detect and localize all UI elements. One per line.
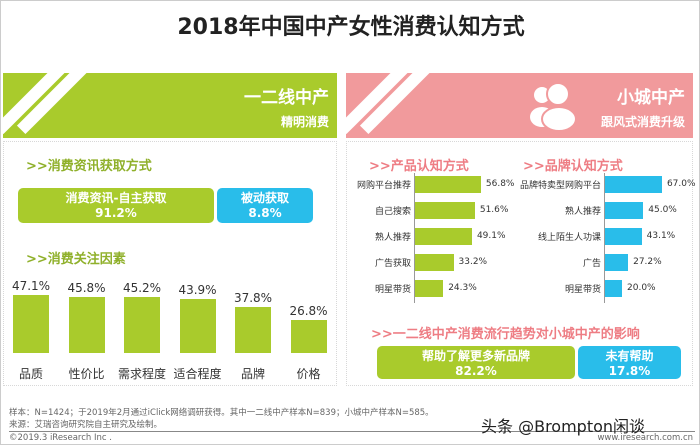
bar-category-label: 广告 (582, 259, 601, 269)
left-body (3, 141, 337, 386)
info-box-passive: 被动获取 8.8% (217, 188, 313, 223)
horizontal-bar (415, 202, 475, 219)
horizontal-bar (415, 176, 481, 193)
right-header: 小城中产 跟风式消费升级 (346, 73, 693, 138)
left-header-subtitle: 精明消费 (280, 115, 329, 129)
right-body (346, 141, 693, 386)
influence-box-helped: 帮助了解更多新品牌 82.2% (377, 346, 575, 379)
left-header: 一二线中产 精明消费 (3, 73, 337, 138)
column-category-label: 需求程度 (117, 367, 166, 381)
column-category-label: 价格 (296, 367, 321, 381)
left-section1-title: >>消费资讯获取方式 (26, 159, 152, 174)
footer-divider (9, 431, 695, 432)
column-bar (235, 306, 271, 353)
horizontal-bar (415, 228, 472, 245)
column-value-label: 26.8% (289, 304, 328, 319)
bar-value-label: 45.0% (648, 205, 677, 215)
decor-stripe (3, 73, 68, 135)
column-category-label: 品质 (18, 367, 43, 381)
axis-line (604, 173, 605, 303)
box-label: 未有帮助 (605, 349, 654, 363)
horizontal-bar (605, 280, 622, 297)
column-bar (124, 297, 160, 353)
sample-note: 样本：N=1424；于2019年2月通过iClick网络调研获得。其中一二线中产… (9, 408, 434, 418)
horizontal-bar (605, 202, 644, 219)
decor-stripe (346, 73, 411, 135)
bar-value-label: 33.2% (458, 257, 488, 267)
column-bar (13, 295, 49, 353)
right-header-subtitle: 跟风式消费升级 (600, 115, 685, 129)
bar-category-label: 自己搜索 (374, 207, 411, 217)
column-value-label: 47.1% (11, 279, 51, 294)
bar-category-label: 明星带货 (564, 285, 601, 295)
users-icon (530, 82, 577, 131)
influence-box-nohelp: 未有帮助 17.8% (578, 346, 681, 379)
brand-section-title: >>品牌认知方式 (523, 159, 623, 174)
bar-category-label: 熟人推荐 (564, 207, 601, 217)
influence-section-title: >>一二线中产消费流行趋势对小城中产的影响 (371, 327, 640, 342)
bar-category-label: 线上陌生人功课 (537, 233, 601, 243)
column-bar (290, 320, 327, 353)
horizontal-bar (415, 280, 444, 297)
left-section2-title: >>消费关注因素 (26, 252, 126, 267)
box-label: 帮助了解更多新品牌 (421, 349, 530, 363)
column-value-label: 37.8% (233, 290, 273, 305)
horizontal-bar (605, 176, 662, 193)
box-value: 91.2% (95, 206, 137, 220)
column-category-label: 性价比 (68, 367, 105, 381)
site-url: www.iresearch.com.cn (597, 433, 693, 443)
column-value-label: 45.2% (122, 281, 162, 296)
watermark: 头条 @Brompton闲谈 (481, 417, 646, 436)
bar-value-label: 20.0% (627, 283, 656, 293)
bar-value-label: 27.2% (633, 257, 662, 267)
bar-value-label: 56.8% (485, 179, 515, 189)
bar-value-label: 67.0% (666, 179, 696, 189)
source-note: 来源：艾瑞咨询研究院自主研究及绘制。 (9, 420, 163, 430)
page-title: 2018年中国中产女性消费认知方式 (177, 15, 525, 40)
bar-category-label: 品牌特卖型网购平台 (519, 181, 601, 191)
left-header-title: 一二线中产 (244, 88, 329, 108)
copyright: ©2019.3 iResearch Inc . (9, 433, 112, 443)
bar-value-label: 24.3% (448, 283, 477, 293)
column-category-label: 适合程度 (173, 367, 222, 381)
horizontal-bar (605, 228, 642, 245)
column-value-label: 45.8% (67, 280, 106, 295)
bar-category-label: 熟人推荐 (374, 233, 411, 243)
column-bar (179, 299, 216, 353)
right-header-title: 小城中产 (617, 88, 685, 108)
box-label: 消费资讯-自主获取 (65, 191, 167, 205)
bar-category-label: 明星带货 (374, 285, 411, 295)
column-value-label: 43.9% (178, 283, 217, 297)
box-value: 82.2% (455, 364, 497, 378)
bar-value-label: 51.6% (479, 205, 509, 215)
box-value: 17.8% (608, 364, 651, 378)
bar-value-label: 43.1% (646, 231, 676, 241)
info-box-self: 消费资讯-自主获取 91.2% (18, 188, 214, 223)
box-value: 8.8% (248, 206, 282, 220)
bar-value-label: 49.1% (476, 231, 506, 241)
horizontal-bar (415, 254, 454, 271)
horizontal-bar (605, 254, 629, 271)
column-bar (68, 296, 105, 353)
axis-line (414, 173, 415, 303)
bar-category-label: 广告获取 (374, 259, 411, 269)
box-label: 被动获取 (240, 191, 289, 205)
column-category-label: 品牌 (240, 367, 265, 381)
product-section-title: >>产品认知方式 (369, 159, 469, 174)
bar-category-label: 网购平台推荐 (356, 181, 411, 191)
